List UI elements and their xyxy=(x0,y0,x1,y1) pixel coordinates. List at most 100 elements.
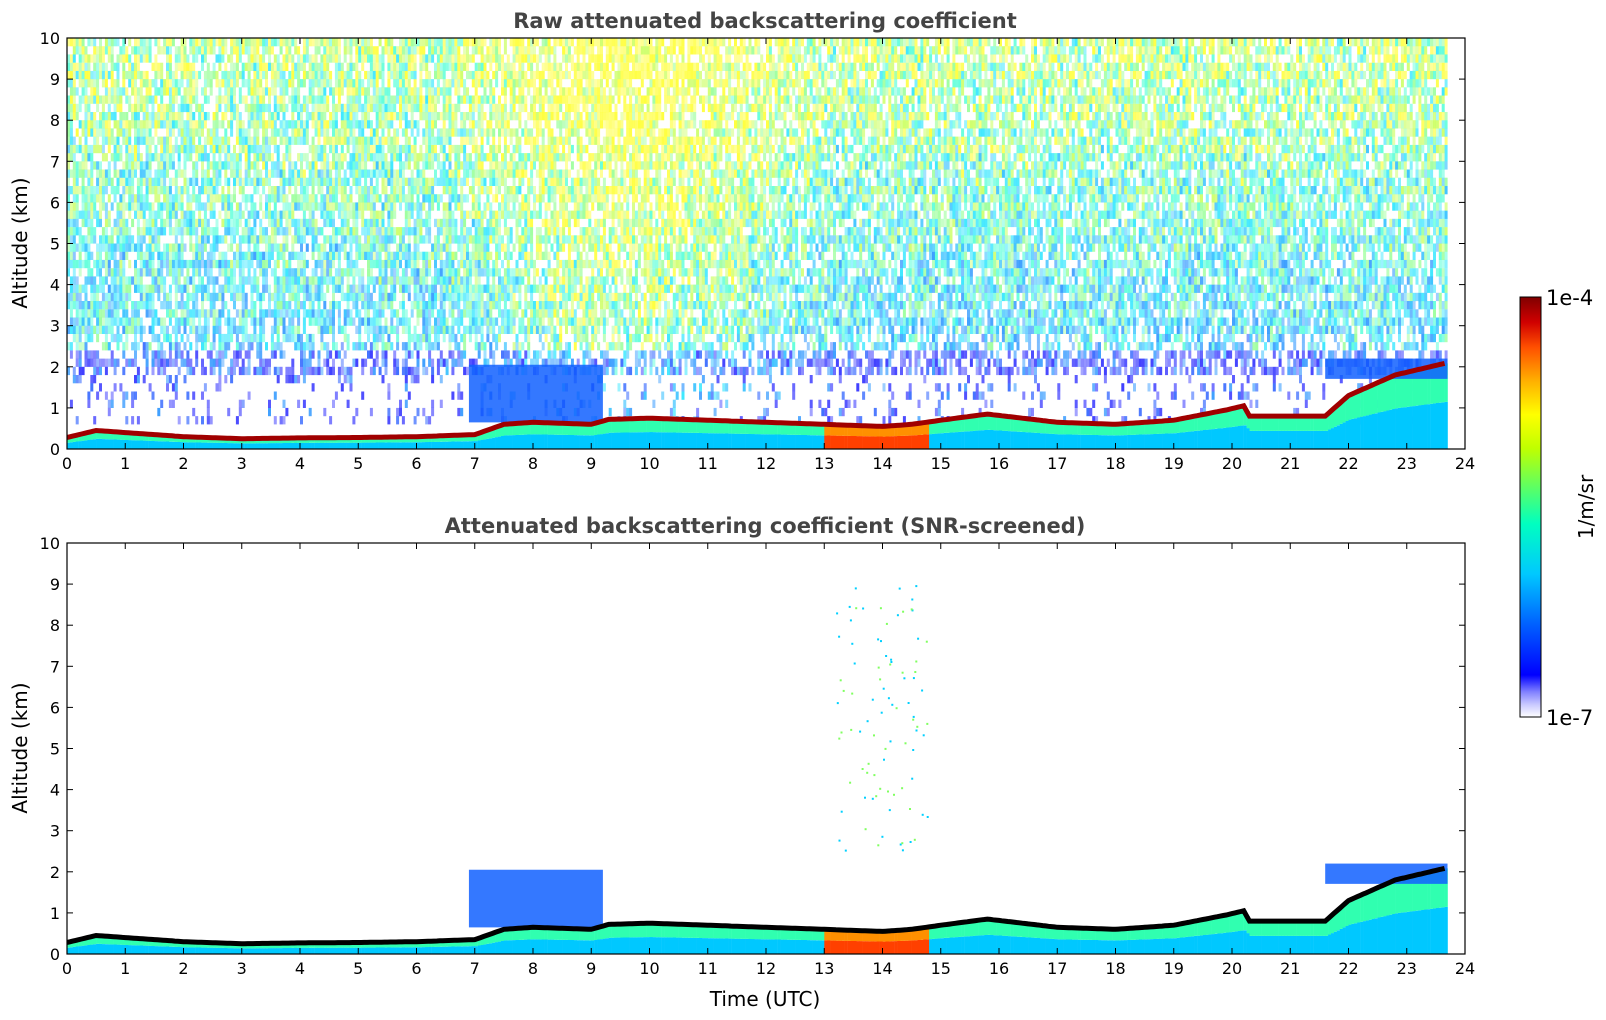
x-tick-label: 24 xyxy=(1455,959,1475,978)
x-tick-label: 4 xyxy=(295,454,305,473)
y-tick-label: 9 xyxy=(50,70,60,89)
y-tick-label: 5 xyxy=(50,235,60,254)
screened-x-axis: 0 1 2 3 4 5 6 7 8 9 10 11 12 13 14 15 16 17 18 19 20 21 22 23 24 xyxy=(62,543,1475,978)
x-tick-label: 23 xyxy=(1397,454,1417,473)
x-tick-label: 0 xyxy=(62,959,72,978)
y-tick-label: 10 xyxy=(40,29,60,48)
y-tick-label: 8 xyxy=(50,111,60,130)
raw-y-axis-label: Altitude (km) xyxy=(8,177,32,308)
x-tick-label: 7 xyxy=(470,454,480,473)
x-tick-label: 3 xyxy=(237,454,247,473)
x-tick-label: 11 xyxy=(698,959,718,978)
screened-specks xyxy=(836,585,929,852)
boundary-layer-fill xyxy=(67,868,1448,954)
y-tick-label: 8 xyxy=(50,616,60,635)
y-tick-label: 7 xyxy=(50,657,60,676)
raw-y-axis: 0 1 2 3 4 5 6 7 8 9 10 xyxy=(40,29,1465,459)
colorbar-unit-label: 1/m/sr xyxy=(1574,474,1598,539)
screened-y-axis: 0 1 2 3 4 5 6 7 8 9 10 xyxy=(40,534,1465,964)
x-tick-label: 13 xyxy=(814,959,834,978)
y-tick-label: 3 xyxy=(50,317,60,336)
elevated-layer-1 xyxy=(1325,358,1448,379)
y-tick-label: 0 xyxy=(50,945,60,964)
x-tick-label: 16 xyxy=(989,454,1009,473)
y-tick-label: 0 xyxy=(50,440,60,459)
y-tick-label: 5 xyxy=(50,740,60,759)
elevated-layer-0 xyxy=(468,364,603,423)
x-tick-label: 5 xyxy=(353,959,363,978)
x-tick-label: 0 xyxy=(62,454,72,473)
y-tick-label: 9 xyxy=(50,575,60,594)
x-tick-label: 15 xyxy=(931,959,951,978)
screened-plot-frame xyxy=(66,542,1466,955)
y-tick-label: 4 xyxy=(50,276,60,295)
y-tick-label: 3 xyxy=(50,822,60,841)
colorbar: 1e-4 1e-7 1/m/sr xyxy=(1519,286,1598,730)
x-tick-label: 10 xyxy=(639,454,659,473)
x-tick-label: 16 xyxy=(989,959,1009,978)
x-tick-label: 3 xyxy=(237,959,247,978)
x-tick-label: 6 xyxy=(411,959,421,978)
boundary-layer-fill xyxy=(67,363,1448,449)
y-tick-label: 6 xyxy=(50,193,60,212)
x-tick-label: 7 xyxy=(470,959,480,978)
x-tick-label: 23 xyxy=(1397,959,1417,978)
x-tick-label: 2 xyxy=(178,959,188,978)
y-tick-label: 1 xyxy=(50,904,60,923)
raw-panel-title: Raw attenuated backscattering coefficien… xyxy=(513,9,1017,33)
boundary-layer-top-line xyxy=(67,360,1446,442)
x-tick-label: 21 xyxy=(1280,959,1300,978)
y-tick-label: 6 xyxy=(50,698,60,717)
x-tick-label: 19 xyxy=(1164,454,1184,473)
x-tick-label: 10 xyxy=(639,959,659,978)
y-tick-label: 2 xyxy=(50,863,60,882)
noise-field xyxy=(67,38,1448,425)
x-tick-label: 19 xyxy=(1164,959,1184,978)
x-tick-label: 5 xyxy=(353,454,363,473)
x-tick-label: 17 xyxy=(1047,959,1067,978)
x-tick-label: 24 xyxy=(1455,454,1475,473)
x-tick-label: 17 xyxy=(1047,454,1067,473)
y-tick-label: 10 xyxy=(40,534,60,553)
y-tick-label: 1 xyxy=(50,399,60,418)
x-tick-label: 9 xyxy=(586,454,596,473)
x-tick-label: 1 xyxy=(120,454,130,473)
x-tick-label: 20 xyxy=(1222,454,1242,473)
x-tick-label: 8 xyxy=(528,959,538,978)
x-tick-label: 4 xyxy=(295,959,305,978)
y-tick-label: 7 xyxy=(50,152,60,171)
x-tick-label: 18 xyxy=(1105,959,1125,978)
x-tick-label: 14 xyxy=(872,959,892,978)
x-tick-label: 6 xyxy=(411,454,421,473)
screened-y-axis-label: Altitude (km) xyxy=(8,682,32,813)
colorbar-max-label: 1e-4 xyxy=(1546,286,1593,310)
x-tick-label: 18 xyxy=(1105,454,1125,473)
x-tick-label: 2 xyxy=(178,454,188,473)
elevated-layer-0 xyxy=(468,869,603,928)
colorbar-gradient xyxy=(1519,296,1542,718)
screened-heatmap-area xyxy=(67,585,1448,954)
x-tick-label: 1 xyxy=(120,959,130,978)
screened-backscatter-panel: Attenuated backscattering coefficient (S… xyxy=(8,514,1475,1011)
x-axis-label: Time (UTC) xyxy=(709,987,821,1011)
x-tick-label: 12 xyxy=(756,454,776,473)
raw-heatmap-area xyxy=(67,38,1448,449)
x-tick-label: 12 xyxy=(756,959,776,978)
x-tick-label: 8 xyxy=(528,454,538,473)
x-tick-label: 15 xyxy=(931,454,951,473)
boundary-layer-top-line xyxy=(67,865,1446,947)
x-tick-label: 13 xyxy=(814,454,834,473)
raw-x-axis: 0 1 2 3 4 5 6 7 8 9 10 11 12 13 14 15 16 17 18 19 20 21 22 23 24 xyxy=(62,38,1475,473)
x-tick-label: 9 xyxy=(586,959,596,978)
y-tick-label: 4 xyxy=(50,781,60,800)
elevated-layer-1 xyxy=(1325,863,1448,884)
x-tick-label: 20 xyxy=(1222,959,1242,978)
colorbar-min-label: 1e-7 xyxy=(1546,706,1593,730)
screened-panel-title: Attenuated backscattering coefficient (S… xyxy=(445,514,1086,538)
x-tick-label: 14 xyxy=(872,454,892,473)
x-tick-label: 22 xyxy=(1338,454,1358,473)
raw-backscatter-panel: Raw attenuated backscattering coefficien… xyxy=(8,9,1475,473)
y-tick-label: 2 xyxy=(50,358,60,377)
x-tick-label: 21 xyxy=(1280,454,1300,473)
